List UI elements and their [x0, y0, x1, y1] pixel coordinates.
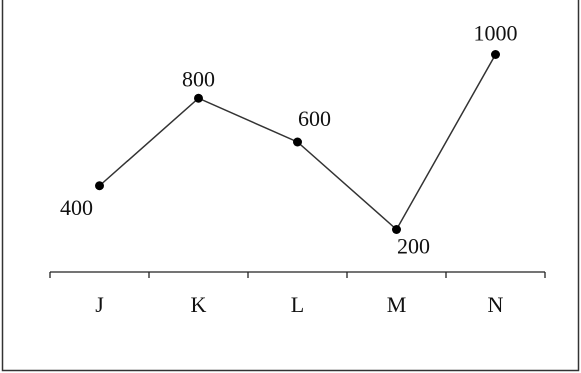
x-tick-label-n: N [488, 292, 504, 317]
data-label-n: 1000 [474, 21, 518, 46]
data-point-n [491, 50, 500, 59]
x-tick-label-k: K [191, 292, 207, 317]
data-points [95, 50, 500, 234]
data-point-j [95, 181, 104, 191]
data-label-k: 800 [182, 66, 215, 91]
data-label-j: 400 [60, 195, 93, 220]
data-label-l: 600 [298, 106, 331, 131]
x-tick-label-l: L [291, 292, 304, 317]
data-labels: 400 800 600 200 1000 [60, 21, 518, 259]
data-point-k [194, 93, 203, 103]
x-axis-tick-labels: J K L M N [95, 292, 503, 317]
data-label-m: 200 [397, 234, 430, 259]
data-point-l [293, 137, 302, 147]
data-point-m [392, 225, 401, 234]
x-axis-ticks [49, 272, 546, 278]
x-tick-label-m: M [387, 292, 407, 317]
x-tick-label-j: J [95, 292, 104, 317]
